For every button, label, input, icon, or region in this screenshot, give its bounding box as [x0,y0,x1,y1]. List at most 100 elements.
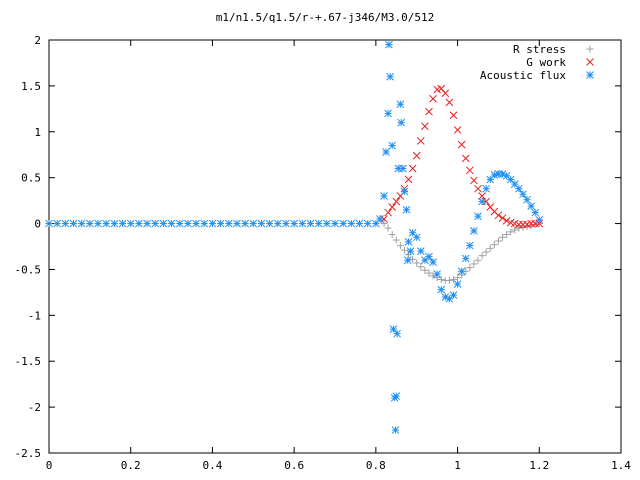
data-point [192,219,200,228]
y-tick-label: 2 [34,34,41,47]
y-tick-label: 1 [34,126,41,139]
data-point [167,219,176,228]
data-point [535,216,544,224]
data-point [61,219,70,228]
data-point [413,259,421,267]
data-point [216,219,225,228]
legend-marker [586,71,594,79]
series-g-work [380,84,544,229]
data-point [490,241,498,249]
data-point [382,148,390,156]
data-point [208,219,217,228]
data-point [449,291,458,299]
data-point [519,190,527,199]
data-point [454,274,462,282]
data-point [511,226,519,234]
data-point [241,219,249,228]
data-point [376,215,384,223]
data-point [45,219,53,228]
data-point [461,254,470,263]
data-point [457,267,466,276]
data-point [502,216,511,225]
data-point [515,184,523,193]
data-point [404,175,413,184]
data-point [384,109,392,118]
y-tick-label: 0 [34,218,41,231]
data-point [389,325,398,333]
data-point [478,197,486,206]
data-point [403,256,412,265]
x-tick-label: 1.4 [611,459,631,472]
data-point [392,392,401,400]
data-point [200,219,209,228]
legend-marker [586,58,594,66]
data-point [498,214,507,222]
data-point [421,122,429,131]
x-tick-label: 0.6 [284,459,304,472]
series-r-stress [380,220,543,284]
data-point [265,219,274,228]
data-point [69,219,78,228]
data-point [494,237,502,245]
data-point [388,203,397,211]
data-point [306,219,315,228]
data-point [433,270,441,278]
data-point [102,219,111,228]
legend-label: G work [526,56,566,69]
data-point [392,197,401,206]
legend-entry: G work [526,56,594,69]
data-point [449,111,458,120]
data-point [126,219,135,228]
data-point [445,294,454,303]
x-tick-label: 0.4 [202,459,222,472]
data-point [396,100,405,109]
data-point [412,233,421,242]
data-point [402,205,411,214]
legend-entry: Acoustic flux [480,69,594,82]
data-point [393,329,401,338]
data-point [339,219,348,228]
data-point [429,94,437,103]
data-point [406,247,415,255]
data-point [494,211,503,220]
y-tick-label: -2.5 [15,447,42,460]
y-tick-label: -1 [28,309,41,322]
data-point [437,276,445,284]
data-point [385,40,393,49]
data-point [425,269,433,277]
legend-label: Acoustic flux [480,69,566,82]
data-point [535,219,544,228]
x-tick-label: 0 [46,459,53,472]
data-point [53,219,62,228]
chart-title: m1/n1.5/q1.5/r-+.67-j346/M3.0/512 [216,11,435,24]
y-tick-label: -2 [28,401,41,414]
data-point [453,126,462,134]
y-tick-label: -1.5 [15,355,42,368]
data-point [466,264,474,272]
data-point [400,187,409,196]
legend-marker [586,45,594,53]
data-point [482,248,490,256]
data-point [416,137,425,145]
data-point [486,244,494,252]
data-point [465,241,474,250]
legend-label: R stress [513,43,566,56]
data-point [224,219,233,228]
data-point [77,219,86,228]
data-point [506,175,515,184]
data-point [392,236,400,244]
data-point [461,154,470,163]
data-point [384,208,392,217]
data-point [503,231,511,239]
data-point [249,219,258,228]
x-tick-label: 0.2 [121,459,141,472]
data-point [380,192,388,200]
data-point [380,220,388,228]
data-point [531,220,539,228]
axes: 0 0.2 0.4 0.6 0.8 1 1.2 1.4 2 1.5 1 0.5 0 -0.5 -1 -1.5 -… [15,34,632,472]
data-point [445,276,453,284]
data-point [290,219,298,228]
data-point [298,219,307,228]
data-point [409,255,417,263]
